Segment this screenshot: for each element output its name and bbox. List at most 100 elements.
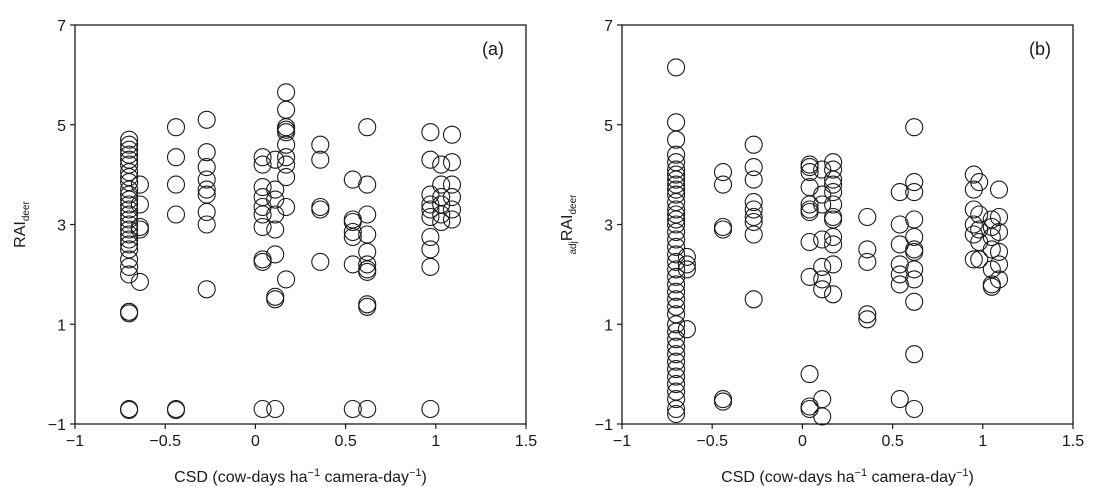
data-point xyxy=(421,227,440,247)
data-point xyxy=(120,185,139,204)
y-tick-label: 1 xyxy=(57,317,66,334)
data-point xyxy=(890,215,909,234)
data-point xyxy=(824,285,843,304)
data-point xyxy=(989,255,1009,274)
data-point xyxy=(311,252,330,271)
data-point xyxy=(130,195,149,214)
data-point xyxy=(442,175,462,194)
panel-label: (b) xyxy=(1029,39,1051,59)
data-point xyxy=(964,215,983,234)
data-point xyxy=(905,173,924,192)
data-point xyxy=(442,188,462,207)
data-point xyxy=(266,220,285,239)
data-point xyxy=(667,113,686,132)
data-point xyxy=(442,153,462,172)
data-point xyxy=(253,205,272,224)
data-point xyxy=(421,195,440,214)
data-point xyxy=(677,255,696,274)
x-tick-label: 1.5 xyxy=(1062,433,1084,450)
data-point xyxy=(713,163,733,182)
data-point xyxy=(800,267,819,286)
data-point xyxy=(197,202,216,222)
data-point xyxy=(964,250,983,269)
data-point xyxy=(813,270,832,289)
data-point xyxy=(432,175,451,194)
data-point xyxy=(964,200,983,219)
data-point xyxy=(421,240,440,259)
data-point xyxy=(358,118,377,137)
data-point xyxy=(120,230,139,249)
data-point xyxy=(130,220,149,239)
data-point xyxy=(858,207,877,227)
data-point xyxy=(120,130,139,149)
data-points xyxy=(667,58,1009,426)
chart-panel-a: −1 −0.5 0 0.5 1 1.5 −1 1 3 5 7 CSD (cow-days ha−1 c… xyxy=(12,18,537,486)
data-point xyxy=(858,240,877,259)
data-point xyxy=(667,367,686,386)
data-point xyxy=(120,265,139,284)
data-point xyxy=(667,290,686,309)
data-point xyxy=(800,158,819,177)
data-point xyxy=(744,135,763,154)
data-point xyxy=(253,399,272,419)
data-point xyxy=(166,399,186,419)
data-point xyxy=(253,148,272,167)
data-point xyxy=(343,227,362,247)
data-point xyxy=(800,365,819,384)
data-point xyxy=(744,170,763,189)
y-axis-label: RAIdeer xyxy=(12,200,32,247)
data-point xyxy=(358,399,377,419)
data-point xyxy=(667,252,686,271)
data-point xyxy=(120,400,139,420)
data-point xyxy=(667,180,686,199)
data-point xyxy=(311,150,330,169)
data-point xyxy=(358,255,377,274)
data-point xyxy=(667,200,686,219)
data-point xyxy=(266,205,285,224)
data-point xyxy=(667,237,686,256)
data-point xyxy=(120,145,139,164)
data-point xyxy=(358,262,377,281)
data-point xyxy=(813,407,832,426)
data-point xyxy=(120,200,139,219)
data-point xyxy=(677,320,696,339)
data-point xyxy=(824,170,843,189)
data-point xyxy=(713,175,733,194)
y-tick-label: −1 xyxy=(48,417,66,434)
data-point xyxy=(964,165,983,184)
data-point xyxy=(277,197,296,217)
data-point xyxy=(358,205,377,224)
y-tick-label: 1 xyxy=(604,317,613,334)
data-point xyxy=(197,180,216,199)
data-point xyxy=(813,230,832,249)
data-point xyxy=(677,260,696,279)
x-axis-label: CSD (cow-days ha−1 camera-day−1) xyxy=(721,467,974,486)
data-point xyxy=(120,302,139,321)
data-point xyxy=(343,222,362,242)
data-point xyxy=(120,205,139,224)
data-point xyxy=(120,190,139,209)
data-point xyxy=(824,195,843,214)
data-point xyxy=(442,200,462,219)
data-point xyxy=(667,399,686,419)
data-point xyxy=(197,280,216,299)
data-point xyxy=(982,240,1001,259)
data-point xyxy=(277,155,296,174)
data-point xyxy=(667,130,686,149)
data-point xyxy=(343,399,362,419)
data-point xyxy=(197,185,216,204)
data-point xyxy=(667,160,686,179)
y-tick-label: 7 xyxy=(57,18,66,35)
data-point xyxy=(667,245,686,264)
data-point xyxy=(120,215,139,234)
data-point xyxy=(120,210,139,229)
data-point xyxy=(970,205,989,224)
data-point xyxy=(905,227,924,247)
data-point xyxy=(890,235,909,254)
data-point xyxy=(667,215,686,234)
data-point xyxy=(266,399,285,419)
data-point xyxy=(667,337,686,356)
data-point xyxy=(277,148,296,167)
y-tick-label: −1 xyxy=(595,417,613,434)
y-tick-label: 5 xyxy=(604,118,613,135)
